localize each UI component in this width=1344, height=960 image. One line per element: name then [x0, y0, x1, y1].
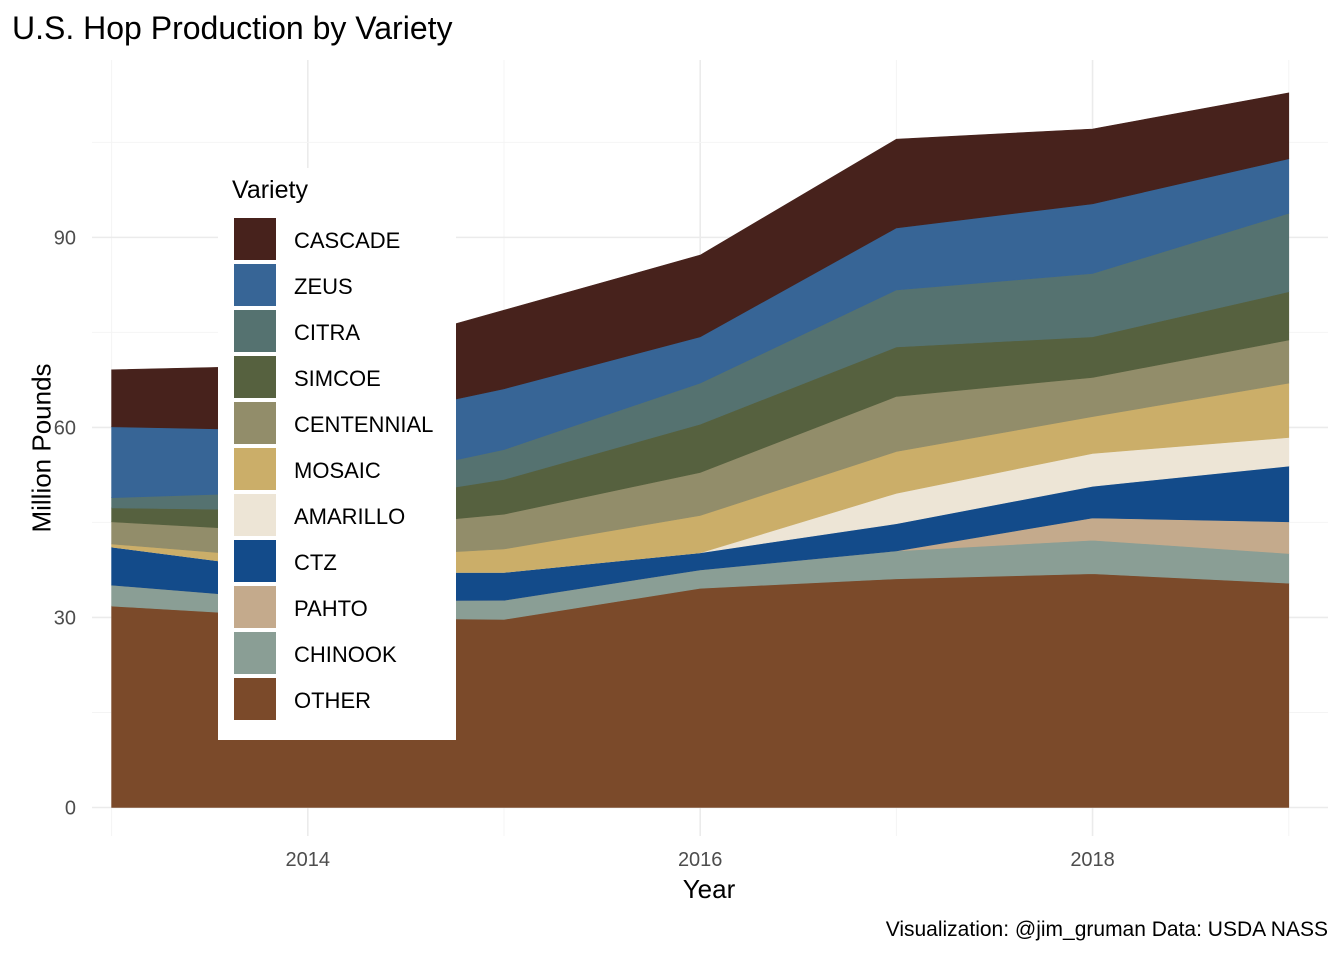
legend-label: CITRA — [294, 320, 360, 345]
legend-label: CASCADE — [294, 228, 401, 253]
x-tick-label: 2018 — [1070, 849, 1115, 871]
legend-swatch — [234, 218, 276, 260]
legend-swatch — [234, 402, 276, 444]
legend-swatch — [234, 586, 276, 628]
legend-swatch — [234, 678, 276, 720]
chart-caption: Visualization: @jim_gruman Data: USDA NA… — [885, 918, 1328, 941]
y-tick-label: 30 — [54, 607, 76, 629]
legend-swatch — [234, 540, 276, 582]
y-tick-label: 0 — [65, 797, 76, 819]
legend-swatch — [234, 448, 276, 490]
legend-title: Variety — [232, 176, 308, 204]
legend-swatch — [234, 494, 276, 536]
x-axis-label: Year — [682, 874, 736, 904]
legend-swatch — [234, 356, 276, 398]
legend-label: OTHER — [294, 688, 371, 713]
y-axis-label: Million Pounds — [26, 363, 57, 533]
legend-swatch — [234, 264, 276, 306]
legend-swatch — [234, 310, 276, 352]
legend-label: PAHTO — [294, 596, 368, 621]
x-tick-label: 2014 — [286, 849, 331, 871]
legend-label: MOSAIC — [294, 458, 381, 483]
y-tick-label: 90 — [54, 227, 76, 249]
legend: Variety CASCADE ZEUS CITRA SIMCOE CENTENNIAL… — [218, 168, 456, 740]
legend-label: ZEUS — [294, 274, 353, 299]
chart-title: U.S. Hop Production by Variety — [12, 10, 453, 46]
y-tick-label: 60 — [54, 417, 76, 439]
axis-ticks: 0 30 60 90 2014 2016 2018 — [54, 227, 1115, 871]
legend-label: CHINOOK — [294, 642, 397, 667]
legend-swatch — [234, 632, 276, 674]
legend-label: CENTENNIAL — [294, 412, 434, 437]
legend-label: SIMCOE — [294, 366, 381, 391]
x-tick-label: 2016 — [678, 849, 723, 871]
legend-label: AMARILLO — [294, 504, 406, 529]
legend-label: CTZ — [294, 550, 337, 575]
